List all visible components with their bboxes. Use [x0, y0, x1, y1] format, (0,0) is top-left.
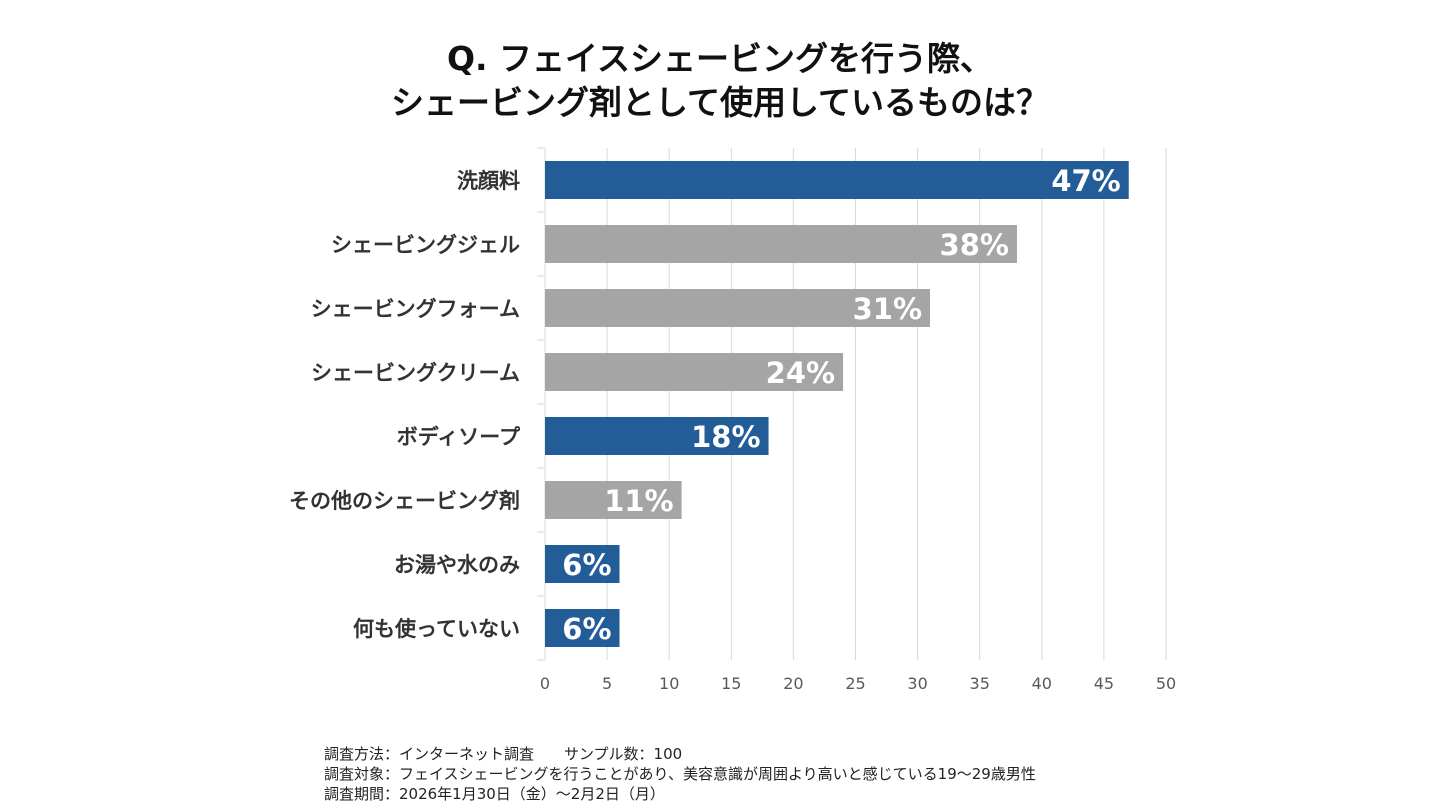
- survey-period-note: 調査期間：2026年1月30日（金）〜2月2日（月）: [324, 785, 665, 803]
- data-label: 11%: [604, 484, 673, 518]
- x-tick-label: 25: [845, 674, 865, 693]
- category-label: シェービングクリーム: [311, 361, 520, 385]
- x-tick-label: 30: [907, 674, 927, 693]
- data-label: 6%: [562, 548, 611, 582]
- x-tick-label: 40: [1032, 674, 1052, 693]
- bar: [545, 609, 620, 647]
- bar-chart: 0 5 10 15 20 25 30 35 40 45 50 洗顔料 47% シェービングジェル 38% シェ…: [289, 147, 1176, 693]
- category-label: シェービングジェル: [331, 233, 520, 257]
- category-label: ボディソープ: [397, 425, 521, 449]
- category-label: 何も使っていない: [353, 617, 520, 641]
- bar: [545, 545, 620, 583]
- chart-title-line-2: シェービング剤として使用しているものは？: [390, 83, 1050, 122]
- data-label: 38%: [940, 228, 1009, 262]
- survey-target-note: 調査対象：フェイスシェービングを行うことがあり、美容意識が周囲より高いと感じてい…: [324, 765, 1036, 783]
- bar: [545, 225, 1017, 263]
- category-label: その他のシェービング剤: [289, 489, 520, 513]
- category-label: 洗顔料: [457, 169, 520, 193]
- bar: [545, 289, 931, 327]
- x-tick-label: 35: [970, 674, 990, 693]
- data-label: 18%: [691, 420, 760, 454]
- x-tick-label: 5: [602, 674, 612, 693]
- data-label: 47%: [1051, 164, 1120, 198]
- x-tick-label: 50: [1156, 674, 1176, 693]
- x-tick-label: 45: [1094, 674, 1114, 693]
- bar: [545, 353, 844, 391]
- bar: [545, 161, 1129, 199]
- survey-method-note: 調査方法：インターネット調査 サンプル数：100: [324, 745, 683, 763]
- x-tick-label: 20: [783, 674, 803, 693]
- chart-title-line-1: Q. フェイスシェービングを行う際、: [446, 39, 994, 78]
- bar: [545, 481, 682, 519]
- bar: [545, 417, 769, 455]
- data-label: 6%: [562, 612, 611, 646]
- category-label: お湯や水のみ: [394, 553, 520, 577]
- data-label: 31%: [853, 292, 922, 326]
- data-label: 24%: [766, 356, 835, 390]
- x-tick-label: 0: [540, 674, 550, 693]
- x-tick-label: 15: [721, 674, 741, 693]
- survey-notes: 調査方法：インターネット調査 サンプル数：100 調査対象：フェイスシェービング…: [324, 744, 1036, 804]
- category-label: シェービングフォーム: [311, 297, 520, 321]
- x-tick-label: 10: [659, 674, 679, 693]
